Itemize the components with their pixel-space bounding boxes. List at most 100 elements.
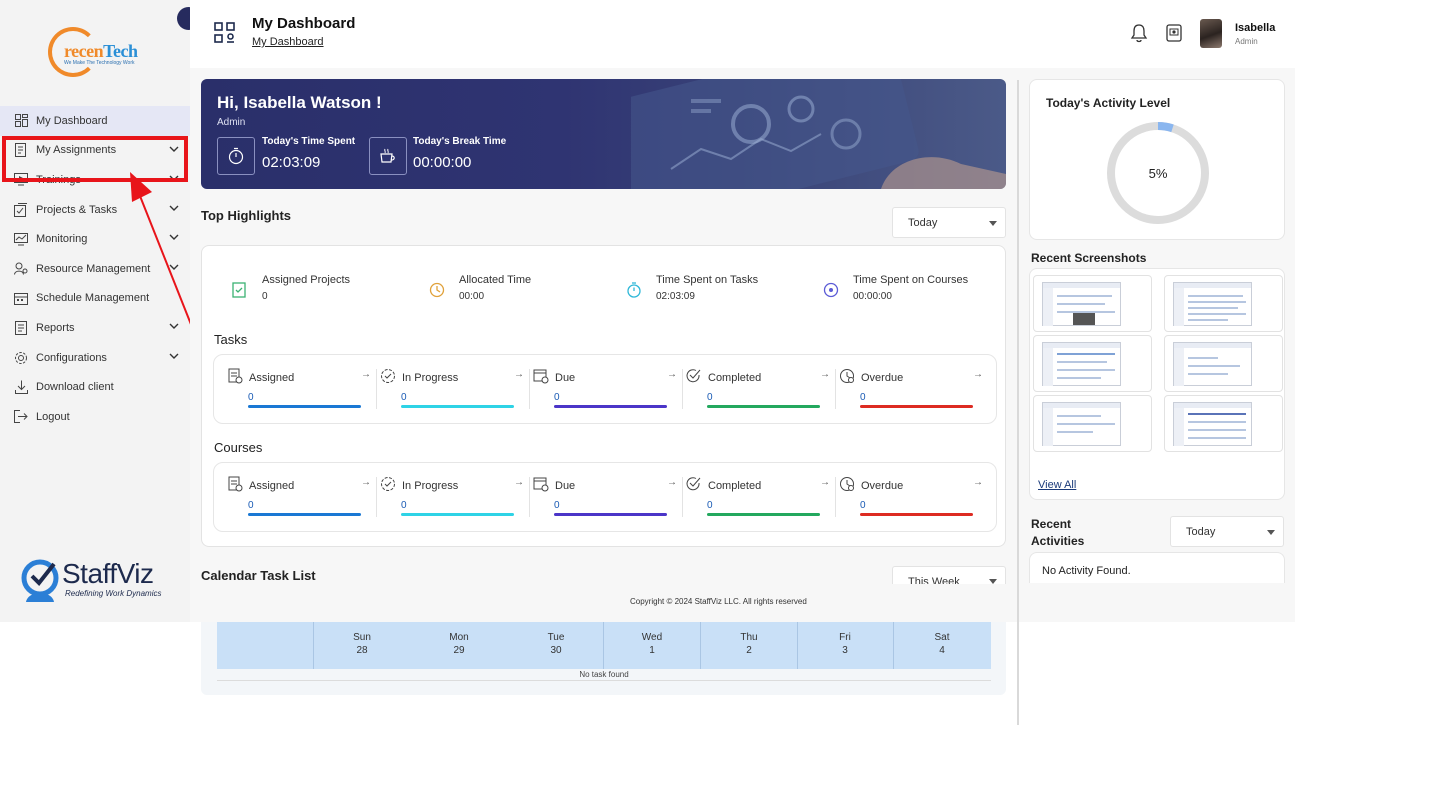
tile-value[interactable]: 0: [707, 500, 713, 511]
breadcrumb[interactable]: My Dashboard: [252, 36, 324, 48]
calendar-day-sun[interactable]: Sun 28: [314, 631, 410, 657]
screenshot-icon[interactable]: [1166, 24, 1182, 47]
staffviz-mark-icon: [21, 559, 59, 602]
highlight-value: 00:00:00: [853, 291, 892, 302]
arrow-right-icon[interactable]: →: [361, 369, 371, 380]
sidebar-item-configurations[interactable]: Configurations: [0, 343, 190, 373]
apps-grid-icon[interactable]: [214, 22, 236, 49]
activities-period-select[interactable]: Today: [1170, 516, 1284, 547]
sidebar-item-my-dashboard[interactable]: My Dashboard: [0, 106, 190, 136]
view-all-link[interactable]: View All: [1038, 479, 1077, 491]
screenshot-thumbnail[interactable]: [1164, 335, 1283, 392]
sidebar-item-label: My Assignments: [36, 144, 117, 157]
calendar-due-icon: [533, 368, 549, 389]
tile-value[interactable]: 0: [707, 392, 713, 403]
sidebar-item-reports[interactable]: Reports: [0, 313, 190, 343]
course-tile-in-progress[interactable]: In Progress → 0: [375, 463, 528, 533]
chevron-down-icon[interactable]: [169, 203, 179, 215]
calendar-day-sat[interactable]: Sat 4: [894, 631, 990, 657]
tile-value[interactable]: 0: [554, 392, 560, 403]
sidebar-item-download-client[interactable]: Download client: [0, 372, 190, 402]
arrow-right-icon[interactable]: →: [514, 369, 524, 380]
tile-value[interactable]: 0: [248, 392, 254, 403]
calendar-header: Sun 28 Mon 29 Tue 30 Wed 1 Thu 2 Fri 3 Sat 4: [217, 622, 991, 669]
chevron-down-icon[interactable]: [169, 321, 179, 333]
projects-icon: [13, 202, 29, 218]
sidebar-item-resource-management[interactable]: Resource Management: [0, 254, 190, 284]
avatar[interactable]: [1200, 19, 1222, 48]
select-value: This Week: [908, 576, 960, 584]
user-name[interactable]: Isabella: [1235, 22, 1276, 34]
highlight-value: 0: [262, 291, 268, 302]
task-tile-overdue[interactable]: Overdue → 0: [834, 355, 987, 425]
highlight-card-time-on-courses[interactable]: Time Spent on Courses 00:00:00: [807, 263, 993, 316]
activity-title: Today's Activity Level: [1046, 96, 1171, 110]
calendar-period-select[interactable]: This Week: [892, 566, 1006, 584]
highlights-period-select[interactable]: Today: [892, 207, 1006, 238]
highlight-card-time-on-tasks[interactable]: Time Spent on Tasks 02:03:09: [610, 263, 796, 316]
course-tile-completed[interactable]: Completed → 0: [681, 463, 834, 533]
screenshot-thumbnail[interactable]: [1033, 395, 1152, 452]
course-tile-assigned[interactable]: Assigned → 0: [222, 463, 375, 533]
tile-divider: [529, 369, 530, 409]
arrow-right-icon[interactable]: →: [667, 477, 677, 488]
task-tile-completed[interactable]: Completed → 0: [681, 355, 834, 425]
tile-divider: [376, 369, 377, 409]
screenshot-thumbnail[interactable]: [1033, 335, 1152, 392]
tile-value[interactable]: 0: [248, 500, 254, 511]
highlight-card-assigned-projects[interactable]: Assigned Projects 0: [216, 263, 402, 316]
arrow-right-icon[interactable]: →: [820, 477, 830, 488]
donut-fill: [1107, 122, 1209, 224]
calendar-day-tue[interactable]: Tue 30: [508, 631, 604, 657]
arrow-right-icon[interactable]: →: [973, 477, 983, 488]
bell-icon[interactable]: [1130, 24, 1148, 48]
calendar-due-icon: [533, 476, 549, 497]
staffviz-logo: StaffViz Redefining Work Dynamics: [18, 558, 178, 602]
chevron-down-icon[interactable]: [169, 262, 179, 274]
overdue-clock-icon: [839, 368, 855, 389]
screenshot-thumbnail[interactable]: [1164, 395, 1283, 452]
day-date: 3: [842, 645, 848, 656]
calendar-divider: [603, 622, 604, 669]
calendar-day-fri[interactable]: Fri 3: [797, 631, 893, 657]
arrow-right-icon[interactable]: →: [820, 369, 830, 380]
projects-badge-icon: [224, 274, 255, 305]
sidebar-item-schedule-management[interactable]: Schedule Management: [0, 284, 190, 314]
arrow-right-icon[interactable]: →: [514, 477, 524, 488]
tile-value[interactable]: 0: [554, 500, 560, 511]
activity-donut-chart: [1107, 122, 1209, 224]
brand-logo[interactable]: recenTech We Make The Technology Work: [48, 27, 144, 79]
arrow-right-icon[interactable]: →: [361, 477, 371, 488]
task-tile-assigned[interactable]: Assigned → 0: [222, 355, 375, 425]
chevron-down-icon[interactable]: [169, 351, 179, 363]
task-tile-in-progress[interactable]: In Progress → 0: [375, 355, 528, 425]
screenshot-thumbnail[interactable]: [1033, 275, 1152, 332]
sidebar-item-logout[interactable]: Logout: [0, 402, 190, 432]
arrow-right-icon[interactable]: →: [973, 369, 983, 380]
course-tile-due[interactable]: Due → 0: [528, 463, 681, 533]
sidebar-item-monitoring[interactable]: Monitoring: [0, 224, 190, 254]
tile-value[interactable]: 0: [860, 392, 866, 403]
schedule-icon: [13, 290, 29, 306]
tile-value[interactable]: 0: [860, 500, 866, 511]
activity-level-card: Today's Activity Level 5%: [1029, 79, 1285, 240]
sidebar-item-my-assignments[interactable]: My Assignments: [0, 136, 190, 166]
course-tile-overdue[interactable]: Overdue → 0: [834, 463, 987, 533]
calendar-day-wed[interactable]: Wed 1: [604, 631, 700, 657]
task-tile-due[interactable]: Due → 0: [528, 355, 681, 425]
logo-text: recenTech: [64, 41, 138, 61]
tile-underline: [248, 513, 361, 516]
chevron-down-icon[interactable]: [169, 232, 179, 244]
sidebar-item-projects-tasks[interactable]: Projects & Tasks: [0, 195, 190, 225]
chevron-down-icon[interactable]: [169, 144, 179, 156]
tile-value[interactable]: 0: [401, 392, 407, 403]
arrow-right-icon[interactable]: →: [667, 369, 677, 380]
tile-value[interactable]: 0: [401, 500, 407, 511]
highlight-card-allocated-time[interactable]: Allocated Time 00:00: [413, 263, 599, 316]
dashboard-icon: [13, 113, 29, 129]
calendar-day-mon[interactable]: Mon 29: [411, 631, 507, 657]
calendar-day-thu[interactable]: Thu 2: [701, 631, 797, 657]
screenshot-thumbnail[interactable]: [1164, 275, 1283, 332]
sidebar-item-label: Logout: [36, 410, 70, 423]
